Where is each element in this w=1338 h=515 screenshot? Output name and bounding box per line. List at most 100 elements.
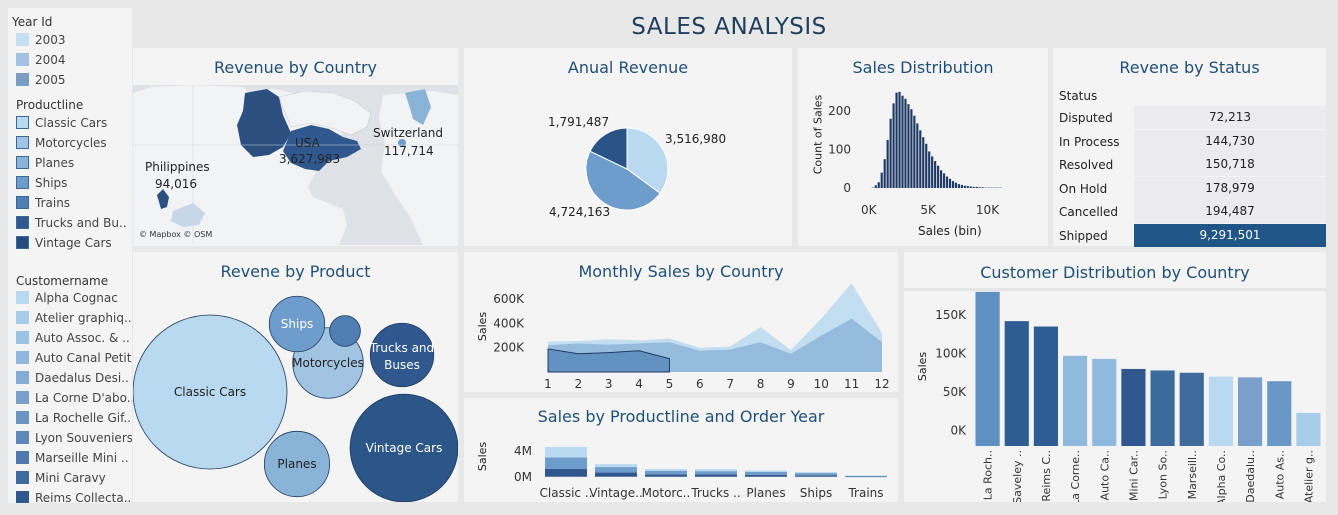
bubble-classic-cars[interactable] [133, 314, 288, 470]
histogram-bar[interactable] [954, 182, 958, 188]
histogram-bar[interactable] [913, 115, 916, 188]
stack-segment-2005[interactable] [545, 447, 587, 458]
stack-segment-2003[interactable] [695, 474, 737, 477]
customer-bar[interactable] [1063, 355, 1088, 446]
histogram-bar[interactable] [966, 186, 969, 188]
customer-filter-item[interactable]: Mini Caravy [16, 471, 106, 489]
histogram-bar[interactable] [981, 187, 984, 188]
annual-revenue-pie[interactable] [464, 48, 792, 246]
customer-bar[interactable] [975, 291, 1000, 446]
stack-segment-2003[interactable] [545, 469, 587, 477]
stack-segment-2004[interactable] [695, 471, 737, 475]
bubble-vintage-cars[interactable] [349, 393, 458, 502]
stack-segment-2005[interactable] [645, 469, 687, 471]
histogram-bar[interactable] [969, 186, 972, 188]
pie-slice-2004[interactable] [585, 150, 661, 211]
histogram-bar[interactable] [874, 185, 877, 188]
histogram-bar[interactable] [931, 156, 934, 188]
product-bubble-chart[interactable]: Classic Cars Vintage Cars Trucks and Buses M… [133, 252, 458, 502]
bubble-ships[interactable] [268, 295, 326, 353]
histogram-bar[interactable] [892, 103, 895, 188]
productline-filter-item[interactable]: Trains [16, 196, 70, 214]
customer-bar[interactable] [1238, 377, 1263, 446]
histogram-bar[interactable] [975, 186, 978, 188]
customer-filter-item[interactable]: Atelier graphiq.. [16, 311, 132, 329]
stack-segment-2003[interactable] [795, 475, 837, 477]
stack-segment-2004[interactable] [545, 457, 587, 470]
stack-segment-2005[interactable] [695, 469, 737, 472]
area-series-2[interactable] [547, 348, 670, 373]
customer-bar[interactable] [1092, 358, 1117, 446]
stack-segment-2003[interactable] [595, 472, 637, 477]
histogram-bar[interactable] [904, 98, 907, 188]
bubble-planes[interactable] [263, 430, 331, 498]
histogram-bar[interactable] [963, 185, 966, 188]
customer-bar[interactable] [1033, 326, 1058, 446]
year-filter-item[interactable]: 2003 [16, 33, 66, 51]
bubble-trains[interactable] [329, 315, 361, 347]
productline-filter-item[interactable]: Classic Cars [16, 116, 107, 134]
customer-bar[interactable] [1179, 372, 1204, 446]
stack-segment-2004[interactable] [645, 470, 687, 475]
histogram-bar[interactable] [945, 176, 949, 188]
histogram-bar[interactable] [886, 139, 889, 188]
pie-slice-2005[interactable] [589, 127, 628, 170]
productline-filter-item[interactable]: Vintage Cars [16, 236, 112, 254]
histogram-bar[interactable] [960, 184, 963, 188]
customer-bar[interactable] [1267, 381, 1292, 446]
histogram-bar[interactable] [916, 123, 919, 188]
customer-bar[interactable] [1121, 368, 1146, 446]
customer-filter-item[interactable]: La Rochelle Gif.. [16, 411, 131, 429]
customer-bar[interactable] [1296, 412, 1321, 446]
customer-bar[interactable] [1150, 370, 1175, 446]
histogram-bar[interactable] [972, 186, 975, 188]
productline-filter-item[interactable]: Ships [16, 176, 67, 194]
histogram-bar[interactable] [925, 143, 928, 188]
histogram-bar[interactable] [948, 178, 952, 188]
histogram-bar[interactable] [934, 161, 937, 188]
productline-filter-item[interactable]: Trucks and Bu.. [16, 216, 127, 234]
customer-filter-item[interactable]: Reims Collecta.. [16, 491, 131, 503]
stack-segment-2005[interactable] [745, 470, 787, 472]
customer-filter-item[interactable]: Alpha Cognac [16, 291, 118, 309]
status-row[interactable]: Shipped 9,291,501 [1053, 223, 1326, 247]
productline-stacked-bar-chart[interactable]: 0M 4M Classic ..Vintage..Motorc.. Trucks ..… [464, 398, 898, 502]
status-row[interactable]: Resolved 150,718 [1053, 153, 1326, 176]
histogram-bar[interactable] [940, 170, 943, 188]
status-row[interactable]: Cancelled 194,487 [1053, 200, 1326, 223]
map-attribution[interactable]: © Mapbox © OSM [139, 230, 213, 239]
histogram-bar[interactable] [880, 172, 883, 188]
histogram-bar[interactable] [978, 187, 981, 188]
status-row[interactable]: On Hold 178,979 [1053, 176, 1326, 200]
histogram-bar[interactable] [919, 130, 922, 188]
customer-filter-item[interactable]: Auto Assoc. & .. [16, 331, 130, 349]
customer-filter-item[interactable]: Auto Canal Petit [16, 351, 131, 369]
customer-filter-item[interactable]: Daedalus Desi.. [16, 371, 129, 389]
histogram-bar[interactable] [951, 181, 955, 188]
year-filter-item[interactable]: 2005 [16, 73, 66, 91]
stack-segment-2005[interactable] [795, 472, 837, 474]
stack-segment-2003[interactable] [745, 474, 787, 477]
status-row[interactable]: In Process 144,730 [1053, 129, 1326, 153]
pie-slice-2003[interactable] [626, 127, 669, 194]
year-filter-item[interactable]: 2004 [16, 53, 66, 71]
histogram-bar[interactable] [928, 151, 931, 188]
histogram-bar[interactable] [901, 95, 904, 188]
histogram-bar[interactable] [895, 92, 898, 188]
histogram-bar[interactable] [883, 159, 886, 188]
status-row[interactable]: Disputed 72,213 [1053, 106, 1326, 129]
customer-bar[interactable] [1004, 321, 1029, 446]
histogram-bar[interactable] [889, 118, 892, 188]
histogram-bar[interactable] [942, 173, 946, 188]
stack-segment-2005[interactable] [845, 475, 887, 477]
histogram-bar[interactable] [957, 184, 960, 188]
stack-segment-2004[interactable] [595, 467, 637, 473]
sales-histogram[interactable]: 0K 5K 10K 0 100 200 [798, 48, 1048, 246]
histogram-bar[interactable] [898, 91, 901, 188]
stack-segment-2004[interactable] [745, 471, 787, 475]
stack-segment-2004[interactable] [795, 473, 837, 476]
world-map[interactable] [133, 85, 458, 245]
customer-filter-item[interactable]: Lyon Souveniers [16, 431, 132, 449]
customer-filter-item[interactable]: Marseille Mini .. [16, 451, 129, 469]
